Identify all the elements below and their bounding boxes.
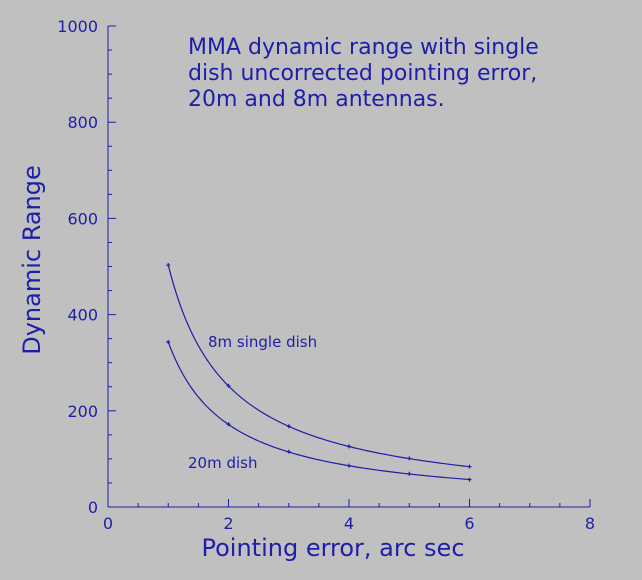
series-layer: 8m single dish 20m dish: [166, 263, 472, 482]
x-axis-title: Pointing error, arc sec: [201, 534, 464, 562]
data-point: [467, 464, 472, 469]
series-line-8m-single-dish: [167, 264, 470, 468]
x-tick-label: 6: [464, 514, 474, 533]
series-line-20m-dish: [167, 341, 470, 481]
data-point: [407, 471, 412, 476]
y-axis-title: Dynamic Range: [18, 165, 46, 355]
data-point: [286, 449, 291, 454]
data-point: [286, 424, 291, 429]
series-label-8m-single-dish: 8m single dish: [208, 333, 317, 351]
y-tick-label: 600: [67, 209, 98, 228]
title: MMA dynamic range with single dish uncor…: [188, 35, 539, 112]
y-tick-label: 800: [67, 113, 98, 132]
x-tick-label: 8: [585, 514, 595, 533]
data-point: [166, 340, 171, 345]
y-tick-label: 200: [67, 402, 98, 421]
title-line-2: dish uncorrected pointing error,: [188, 61, 537, 86]
data-point: [467, 477, 472, 482]
y-tick-label: 0: [88, 498, 98, 517]
data-point: [166, 263, 171, 268]
axes: 0 200 400 600 800 1000 0 2 4 6 8: [57, 17, 595, 533]
x-tick-label: 2: [223, 514, 233, 533]
y-tick-label: 1000: [57, 17, 98, 36]
series-label-20m-dish: 20m dish: [188, 454, 257, 472]
data-point: [347, 463, 351, 468]
x-tick-label: 0: [103, 514, 113, 533]
data-point: [226, 422, 231, 427]
data-point: [347, 444, 351, 449]
data-point: [407, 456, 412, 461]
y-tick-label: 400: [67, 306, 98, 325]
data-point: [226, 383, 231, 388]
title-line-1: MMA dynamic range with single: [188, 35, 539, 60]
title-line-3: 20m and 8m antennas.: [188, 87, 445, 112]
x-tick-label: 4: [344, 514, 354, 533]
